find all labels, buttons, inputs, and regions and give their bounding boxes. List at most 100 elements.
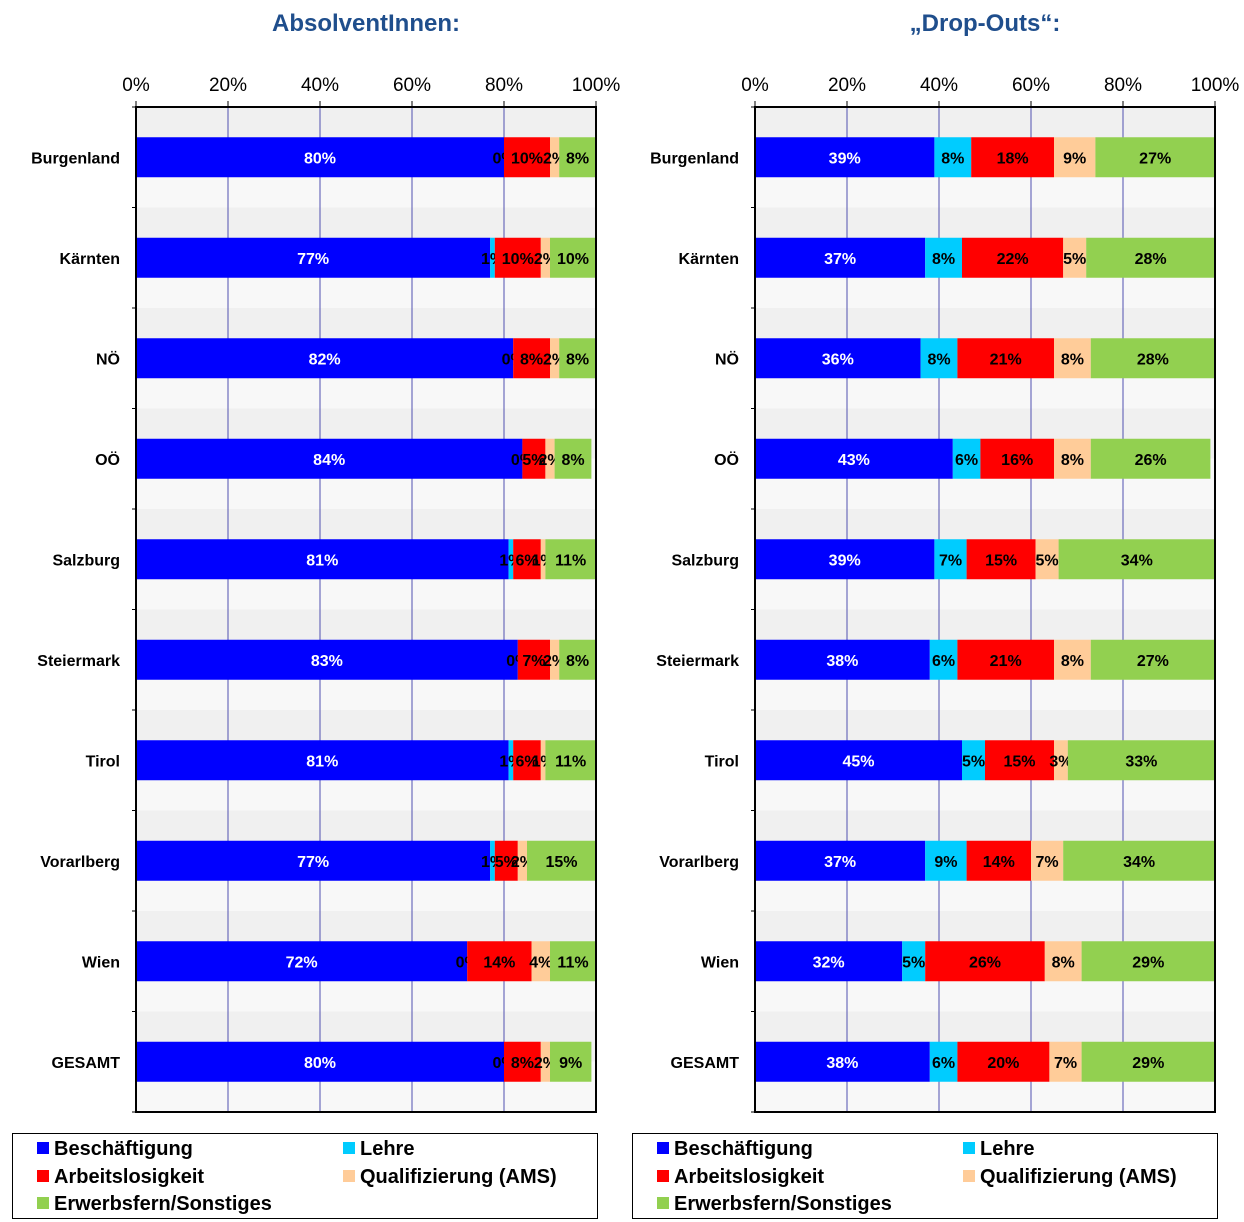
legend-label: Erwerbsfern/Sonstiges bbox=[54, 1193, 272, 1215]
bar-lehre-tirol bbox=[962, 740, 985, 781]
data-label-qualifizierung-ams-vorarlberg: 7% bbox=[1036, 854, 1059, 871]
bar-qualifizierung-ams-karnten bbox=[1063, 237, 1087, 278]
bar-beschaftigung-wien bbox=[136, 941, 468, 982]
data-label-qualifizierung-ams-steiermark: 8% bbox=[1061, 653, 1084, 670]
bar-beschaftigung-karnten bbox=[755, 237, 926, 278]
bar-arbeitslosigkeit-oo bbox=[980, 438, 1054, 479]
category-label-oo: OÖ bbox=[714, 450, 739, 469]
data-label-lehre-steiermark: 6% bbox=[932, 653, 955, 670]
bar-lehre-wien bbox=[902, 941, 926, 982]
bar-beschaftigung-tirol bbox=[136, 740, 509, 781]
legend-swatch bbox=[657, 1197, 669, 1209]
bar-arbeitslosigkeit-vorarlberg bbox=[494, 840, 518, 881]
bar-beschaftigung-burgenland bbox=[136, 137, 504, 178]
category-label-steiermark: Steiermark bbox=[656, 653, 739, 670]
bar-lehre-no bbox=[920, 338, 958, 379]
bar-qualifizierung-ams-gesamt bbox=[540, 1041, 550, 1082]
bar-erwerbsfern-sonstiges-vorarlberg bbox=[527, 840, 596, 881]
x-tick-label: 20% bbox=[828, 75, 866, 96]
category-label-oo: OÖ bbox=[95, 450, 120, 469]
bar-erwerbsfern-sonstiges-no bbox=[1090, 338, 1215, 379]
bar-lehre-oo bbox=[952, 438, 981, 479]
data-label-erwerbsfern-sonstiges-gesamt: 29% bbox=[1132, 1055, 1164, 1072]
bar-lehre-karnten bbox=[490, 237, 495, 278]
data-label-arbeitslosigkeit-salzburg: 6% bbox=[515, 552, 538, 569]
x-tick-label: 20% bbox=[209, 75, 247, 96]
category-label-no: NÖ bbox=[96, 349, 120, 368]
legend-label: Qualifizierung (AMS) bbox=[980, 1166, 1177, 1188]
bar-qualifizierung-ams-tirol bbox=[540, 740, 546, 781]
bar-erwerbsfern-sonstiges-tirol bbox=[545, 740, 596, 781]
x-tick-label: 80% bbox=[485, 75, 523, 96]
legend-item-lehre: Lehre bbox=[963, 1138, 1034, 1161]
data-label-erwerbsfern-sonstiges-no: 8% bbox=[566, 351, 589, 368]
data-label-beschaftigung-tirol: 45% bbox=[842, 753, 874, 770]
data-label-beschaftigung-burgenland: 39% bbox=[829, 150, 861, 167]
chart-title-dropouts: „Drop-Outs“: bbox=[909, 10, 1061, 37]
legend-item-beschaftigung: Beschäftigung bbox=[657, 1138, 813, 1161]
data-label-lehre-gesamt: 6% bbox=[932, 1055, 955, 1072]
legend-swatch bbox=[657, 1170, 669, 1182]
bar-qualifizierung-ams-tirol bbox=[1054, 740, 1068, 781]
bar-arbeitslosigkeit-no bbox=[513, 338, 550, 379]
bar-erwerbsfern-sonstiges-wien bbox=[550, 941, 596, 982]
bar-arbeitslosigkeit-wien bbox=[467, 941, 532, 982]
legend-item-erwerbsfern-sonstiges: Erwerbsfern/Sonstiges bbox=[657, 1193, 892, 1216]
bar-arbeitslosigkeit-steiermark bbox=[517, 639, 550, 680]
category-label-salzburg: Salzburg bbox=[671, 552, 739, 569]
data-label-beschaftigung-no: 36% bbox=[822, 351, 854, 368]
bar-beschaftigung-vorarlberg bbox=[136, 840, 491, 881]
data-label-arbeitslosigkeit-no: 8% bbox=[520, 351, 543, 368]
bar-erwerbsfern-sonstiges-karnten bbox=[1086, 237, 1215, 278]
bar-beschaftigung-gesamt bbox=[755, 1041, 930, 1082]
data-label-arbeitslosigkeit-oo: 16% bbox=[1001, 452, 1033, 469]
bar-lehre-steiermark bbox=[929, 639, 958, 680]
legend-item-qualifizierung-ams: Qualifizierung (AMS) bbox=[343, 1166, 557, 1189]
data-label-arbeitslosigkeit-vorarlberg: 14% bbox=[983, 854, 1015, 871]
legend-swatch bbox=[343, 1170, 355, 1182]
data-label-beschaftigung-no: 82% bbox=[309, 351, 341, 368]
data-label-erwerbsfern-sonstiges-karnten: 28% bbox=[1135, 251, 1167, 268]
category-label-tirol: Tirol bbox=[705, 753, 739, 770]
bar-lehre-gesamt bbox=[929, 1041, 958, 1082]
data-label-beschaftigung-gesamt: 80% bbox=[304, 1055, 336, 1072]
data-label-arbeitslosigkeit-wien: 26% bbox=[969, 954, 1001, 971]
legend-swatch bbox=[963, 1142, 975, 1154]
data-label-lehre-burgenland: 8% bbox=[941, 150, 964, 167]
data-label-erwerbsfern-sonstiges-steiermark: 8% bbox=[566, 653, 589, 670]
data-label-qualifizierung-ams-oo: 8% bbox=[1061, 452, 1084, 469]
bar-arbeitslosigkeit-gesamt bbox=[957, 1041, 1050, 1082]
data-label-erwerbsfern-sonstiges-gesamt: 9% bbox=[559, 1055, 582, 1072]
bar-qualifizierung-ams-oo bbox=[545, 438, 555, 479]
bar-qualifizierung-ams-no bbox=[1054, 338, 1091, 379]
category-label-vorarlberg: Vorarlberg bbox=[659, 854, 739, 871]
data-label-lehre-no: 8% bbox=[927, 351, 950, 368]
legend-swatch bbox=[657, 1142, 669, 1154]
data-label-arbeitslosigkeit-salzburg: 15% bbox=[985, 552, 1017, 569]
legend-item-arbeitslosigkeit: Arbeitslosigkeit bbox=[37, 1166, 204, 1189]
bar-arbeitslosigkeit-burgenland bbox=[971, 137, 1054, 178]
legend-label: Erwerbsfern/Sonstiges bbox=[674, 1193, 892, 1215]
data-label-lehre-wien: 5% bbox=[902, 954, 925, 971]
bar-qualifizierung-ams-vorarlberg bbox=[1031, 840, 1064, 881]
data-label-lehre-oo: 6% bbox=[955, 452, 978, 469]
category-label-tirol: Tirol bbox=[86, 753, 120, 770]
data-label-beschaftigung-tirol: 81% bbox=[306, 753, 338, 770]
bar-arbeitslosigkeit-steiermark bbox=[957, 639, 1054, 680]
data-label-beschaftigung-oo: 43% bbox=[838, 452, 870, 469]
bar-erwerbsfern-sonstiges-oo bbox=[1090, 438, 1211, 479]
data-label-erwerbsfern-sonstiges-burgenland: 27% bbox=[1139, 150, 1171, 167]
data-label-erwerbsfern-sonstiges-tirol: 33% bbox=[1125, 753, 1157, 770]
bar-erwerbsfern-sonstiges-steiermark bbox=[1090, 639, 1215, 680]
data-label-arbeitslosigkeit-karnten: 22% bbox=[997, 251, 1029, 268]
bar-arbeitslosigkeit-no bbox=[957, 338, 1054, 379]
data-label-qualifizierung-ams-wien: 4% bbox=[529, 954, 552, 971]
data-label-arbeitslosigkeit-tirol: 15% bbox=[1003, 753, 1035, 770]
data-label-lehre-vorarlberg: 9% bbox=[934, 854, 957, 871]
bar-beschaftigung-steiermark bbox=[136, 639, 518, 680]
data-label-erwerbsfern-sonstiges-karnten: 10% bbox=[557, 251, 589, 268]
data-label-qualifizierung-ams-salzburg: 5% bbox=[1036, 552, 1059, 569]
x-tick-label: 100% bbox=[1191, 75, 1240, 96]
data-label-arbeitslosigkeit-wien: 14% bbox=[483, 954, 515, 971]
legend-label: Beschäftigung bbox=[674, 1138, 813, 1160]
